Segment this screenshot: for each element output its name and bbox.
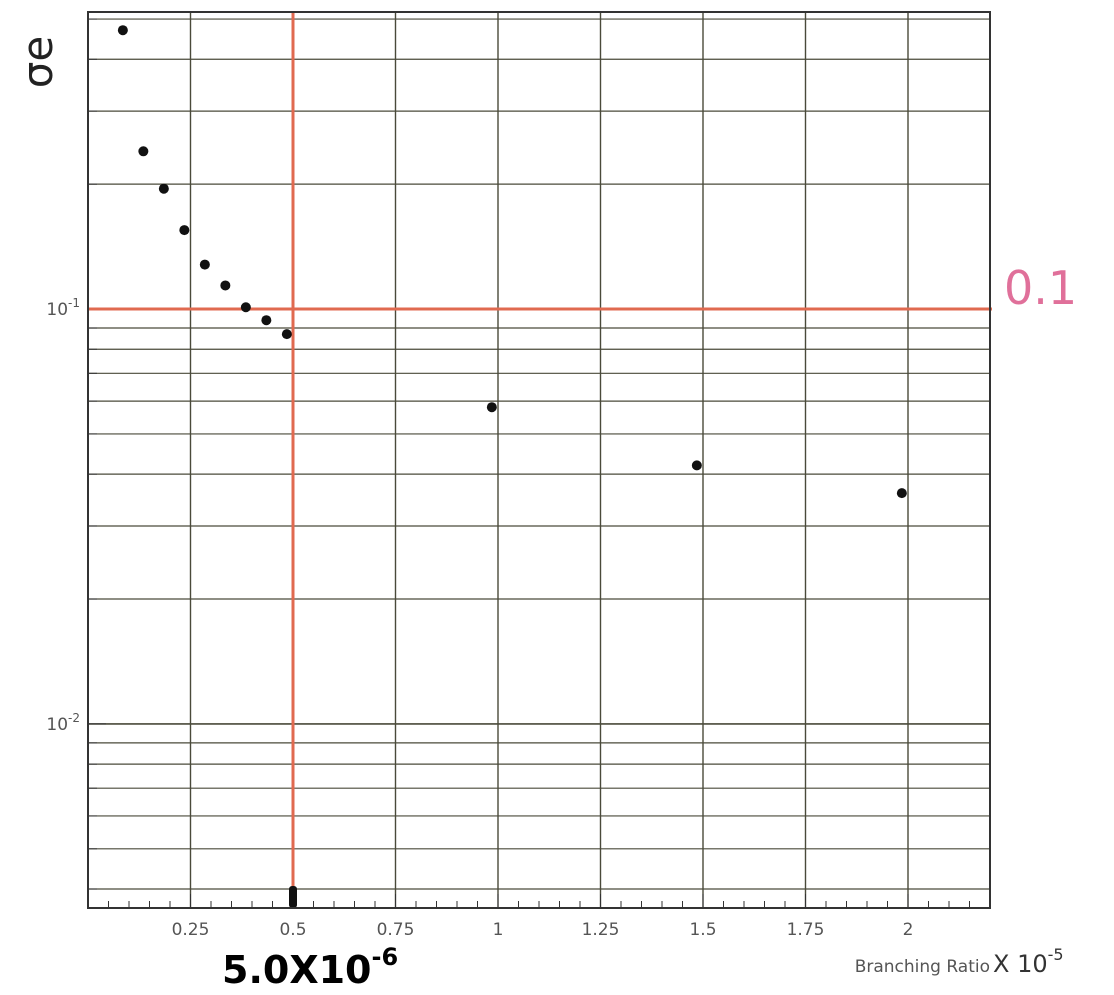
y-tick-base: 10 bbox=[46, 300, 68, 320]
y-axis-label: σe bbox=[13, 36, 62, 88]
x-axis-multiplier: X 10-5 bbox=[993, 945, 1064, 978]
vline-annotation: 5.0X10-6 bbox=[222, 943, 398, 992]
data-point bbox=[117, 25, 128, 36]
y-tick-exp: -2 bbox=[68, 711, 80, 725]
x-tick-label: 0.25 bbox=[172, 920, 210, 940]
vline-annotation-exp: -6 bbox=[372, 943, 399, 971]
highlight-lines bbox=[88, 12, 992, 908]
hline-annotation: 0.1 bbox=[1004, 261, 1077, 315]
data-point bbox=[199, 259, 210, 270]
vline-annotation-base: 5.0X10 bbox=[222, 948, 372, 992]
x-tick-label: 1.25 bbox=[582, 920, 620, 940]
data-point bbox=[220, 280, 231, 291]
x-tick-label: 1 bbox=[493, 920, 504, 940]
y-tick-label: 10-1 bbox=[46, 296, 80, 320]
data-point bbox=[240, 302, 251, 313]
data-point bbox=[261, 315, 272, 326]
x-tick-label: 1.5 bbox=[689, 920, 716, 940]
grid bbox=[88, 12, 990, 908]
x-tick-labels: 0.25 0.5 0.75 1 1.25 1.5 1.75 2 bbox=[172, 920, 914, 940]
data-point bbox=[179, 225, 190, 236]
x-tick-label: 2 bbox=[903, 920, 914, 940]
data-points bbox=[117, 25, 907, 499]
x-tick-label: 0.75 bbox=[377, 920, 415, 940]
x-axis-label: Branching Ratio bbox=[855, 957, 990, 977]
y-tick-exp: -1 bbox=[68, 296, 80, 310]
data-point bbox=[138, 146, 149, 157]
vline-marker bbox=[289, 886, 297, 908]
data-point bbox=[691, 460, 702, 471]
x-tick-label: 0.5 bbox=[279, 920, 306, 940]
data-point bbox=[158, 183, 169, 194]
plot-frame bbox=[87, 11, 991, 909]
x-tick-label: 1.75 bbox=[787, 920, 825, 940]
data-point bbox=[896, 488, 907, 499]
y-tick-base: 10 bbox=[46, 715, 68, 735]
x-multiplier-exp: -5 bbox=[1048, 945, 1064, 964]
data-point bbox=[486, 402, 497, 413]
y-tick-label: 10-2 bbox=[46, 711, 80, 735]
x-multiplier-base: X 10 bbox=[993, 950, 1048, 978]
y-tick-labels: 10-110-2 bbox=[46, 296, 80, 735]
data-point bbox=[281, 329, 292, 340]
